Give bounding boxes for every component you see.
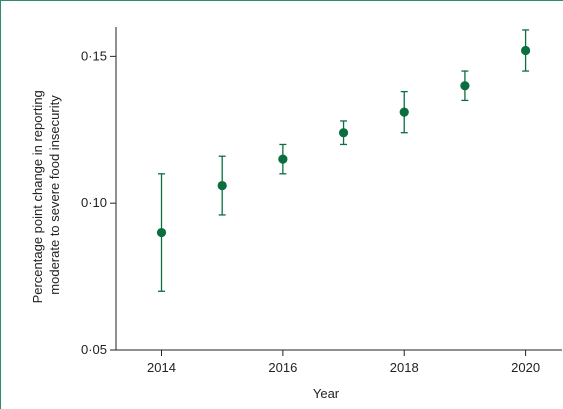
axes — [115, 27, 562, 351]
y-axis-title-line-2: moderate to severe food insecurity — [47, 95, 62, 295]
x-tick-label: 2016 — [268, 360, 297, 375]
data-point — [156, 227, 167, 238]
data-point — [399, 107, 409, 117]
data-point — [217, 180, 227, 191]
y-axis-title-line-1: Percentage point change in reporting — [30, 90, 45, 303]
x-axis-title: Year — [313, 386, 340, 401]
y-ticks: 0·05 0·10 0·15 — [81, 48, 116, 357]
data-marks — [156, 29, 531, 292]
y-tick-label: 0·10 — [81, 195, 107, 210]
data-point — [460, 81, 470, 91]
data-point — [278, 154, 288, 164]
data-point — [338, 128, 349, 138]
y-axis-title: Percentage point change in reporting mod… — [30, 87, 62, 304]
x-ticks: 2014 2016 2018 2020 — [147, 350, 540, 375]
y-tick-label: 0·05 — [81, 342, 107, 357]
data-point — [520, 45, 531, 56]
x-tick-label: 2020 — [511, 360, 540, 375]
x-tick-label: 2014 — [147, 360, 176, 375]
y-tick-label: 0·15 — [81, 48, 107, 63]
x-tick-label: 2018 — [390, 360, 419, 375]
